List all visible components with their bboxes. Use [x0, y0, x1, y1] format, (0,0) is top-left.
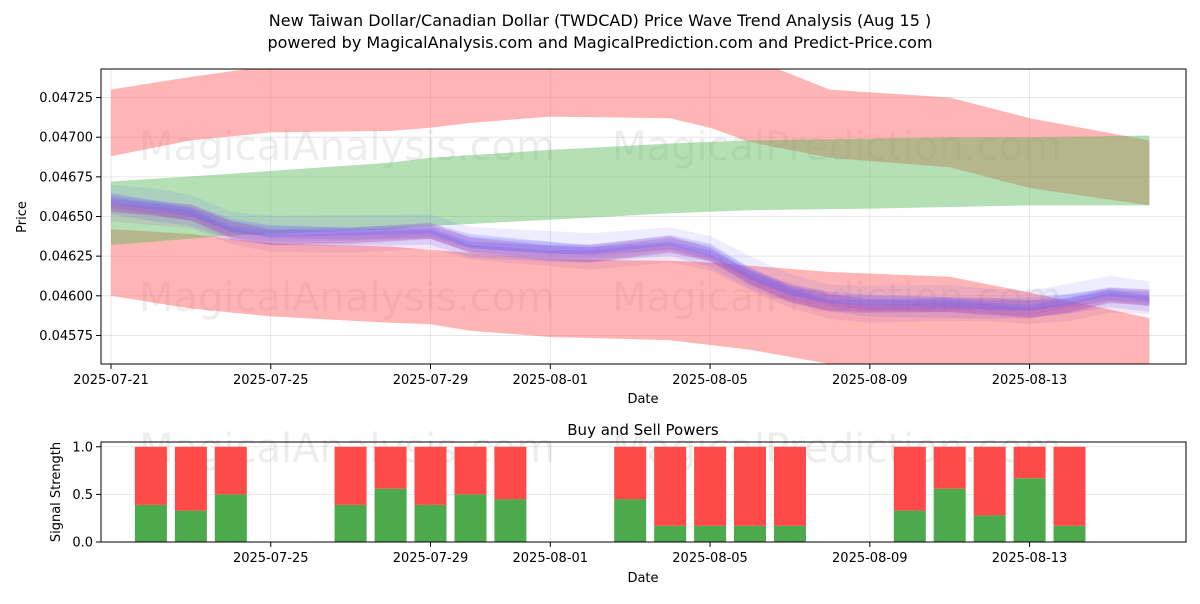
buy-bar — [893, 510, 926, 542]
buy-bar — [214, 494, 247, 542]
signal-axes-frame — [100, 441, 1187, 543]
sell-bar — [774, 446, 806, 526]
signal-x-tick-label: 2025-08-09 — [832, 551, 908, 566]
sell-bar — [374, 446, 407, 489]
buy-bar — [494, 499, 527, 542]
signal-x-tick-label: 2025-08-05 — [672, 551, 748, 566]
price-y-tick-label: 0.04675 — [39, 170, 93, 185]
buy-bar — [334, 504, 367, 542]
signal-plot-area — [134, 446, 1086, 542]
signal-y-tick-label: 0.0 — [72, 536, 93, 551]
signal-panel: Buy and Sell Powers MagicalAnalysis.com … — [49, 421, 1187, 586]
price-y-tick-label: 0.04575 — [39, 329, 93, 344]
sell-bar — [1013, 446, 1046, 479]
signal-x-tick-label: 2025-08-01 — [513, 551, 589, 566]
buy-bar — [1053, 525, 1086, 542]
signal-x-axis-label: Date — [627, 571, 658, 586]
sell-bar — [174, 446, 207, 511]
signal-x-tick-label: 2025-07-25 — [233, 551, 309, 566]
wave-blue-1 — [111, 194, 1150, 319]
price-y-axis-label: Price — [15, 201, 30, 233]
sell-bar — [654, 446, 687, 526]
sell-bar — [614, 446, 647, 500]
price-x-tick-label: 2025-08-09 — [832, 373, 908, 388]
buy-bar — [174, 510, 207, 542]
wave-purple-4 — [111, 197, 1150, 318]
band-green-2 — [111, 135, 1150, 245]
price-y-tick-label: 0.04725 — [39, 91, 93, 106]
signal-chart-title: Buy and Sell Powers — [567, 421, 719, 439]
sell-bar — [414, 446, 447, 505]
sell-bar — [893, 446, 926, 511]
wave-blue-0 — [111, 184, 1150, 316]
sell-bar — [334, 446, 367, 505]
signal-x-tick-label: 2025-07-29 — [393, 551, 469, 566]
signal-x-tick-label: 2025-08-13 — [992, 551, 1068, 566]
wave-blue-2 — [111, 192, 1150, 311]
sell-bar — [933, 446, 966, 489]
sell-bar — [494, 446, 527, 500]
price-y-ticks: 0.04575 0.04600 0.04625 0.04650 0.04675 0.047… — [39, 91, 101, 344]
price-x-tick-label: 2025-08-13 — [992, 373, 1068, 388]
band-red-0 — [111, 69, 1150, 206]
sell-bar — [694, 446, 727, 526]
sell-bar — [973, 446, 1006, 516]
price-y-tick-label: 0.04600 — [39, 289, 93, 304]
buy-bar — [454, 494, 487, 542]
chart-subtitle: powered by MagicalAnalysis.com and Magic… — [267, 33, 932, 52]
price-y-tick-label: 0.04700 — [39, 131, 93, 146]
sell-bar — [214, 446, 247, 495]
price-panel: MagicalAnalysis.com MagicalPrediction.co… — [15, 68, 1187, 407]
buy-bar — [933, 488, 966, 542]
buy-bar — [654, 525, 687, 542]
buy-bar — [973, 515, 1006, 542]
price-y-tick-label: 0.04625 — [39, 250, 93, 265]
chart-title: New Taiwan Dollar/Canadian Dollar (TWDCA… — [269, 11, 931, 30]
buy-bar — [694, 525, 727, 542]
price-x-tick-label: 2025-08-05 — [672, 373, 748, 388]
price-x-tick-label: 2025-08-01 — [513, 373, 589, 388]
price-y-tick-label: 0.04650 — [39, 210, 93, 225]
price-x-tick-label: 2025-07-25 — [233, 373, 309, 388]
buy-bar — [774, 525, 806, 542]
buy-bar — [734, 525, 766, 542]
band-red-1 — [111, 229, 1150, 364]
price-x-axis-label: Date — [627, 392, 658, 407]
sell-bar — [1053, 446, 1086, 526]
wave-purple-3 — [111, 197, 1150, 324]
buy-bar — [134, 504, 167, 542]
sell-bar — [734, 446, 766, 526]
signal-y-axis-label: Signal Strength — [49, 442, 64, 542]
signal-x-ticks: 2025-07-25 2025-07-29 2025-08-01 2025-08-05… — [233, 542, 1067, 566]
buy-bar — [414, 504, 447, 542]
buy-bar — [614, 499, 647, 542]
buy-bar — [374, 488, 407, 542]
sell-bar — [454, 446, 487, 495]
price-x-ticks: 2025-07-21 2025-07-25 2025-07-29 2025-08-01… — [73, 364, 1067, 388]
signal-y-tick-label: 0.5 — [72, 488, 93, 503]
buy-bar — [1013, 478, 1046, 542]
signal-y-ticks: 0.0 0.5 1.0 — [72, 440, 101, 551]
price-plot-area — [111, 69, 1150, 364]
signal-y-tick-label: 1.0 — [72, 440, 93, 455]
wave-purple-5 — [111, 203, 1150, 318]
sell-bar — [134, 446, 167, 505]
price-x-tick-label: 2025-07-29 — [393, 373, 469, 388]
price-x-tick-label: 2025-07-21 — [73, 373, 149, 388]
